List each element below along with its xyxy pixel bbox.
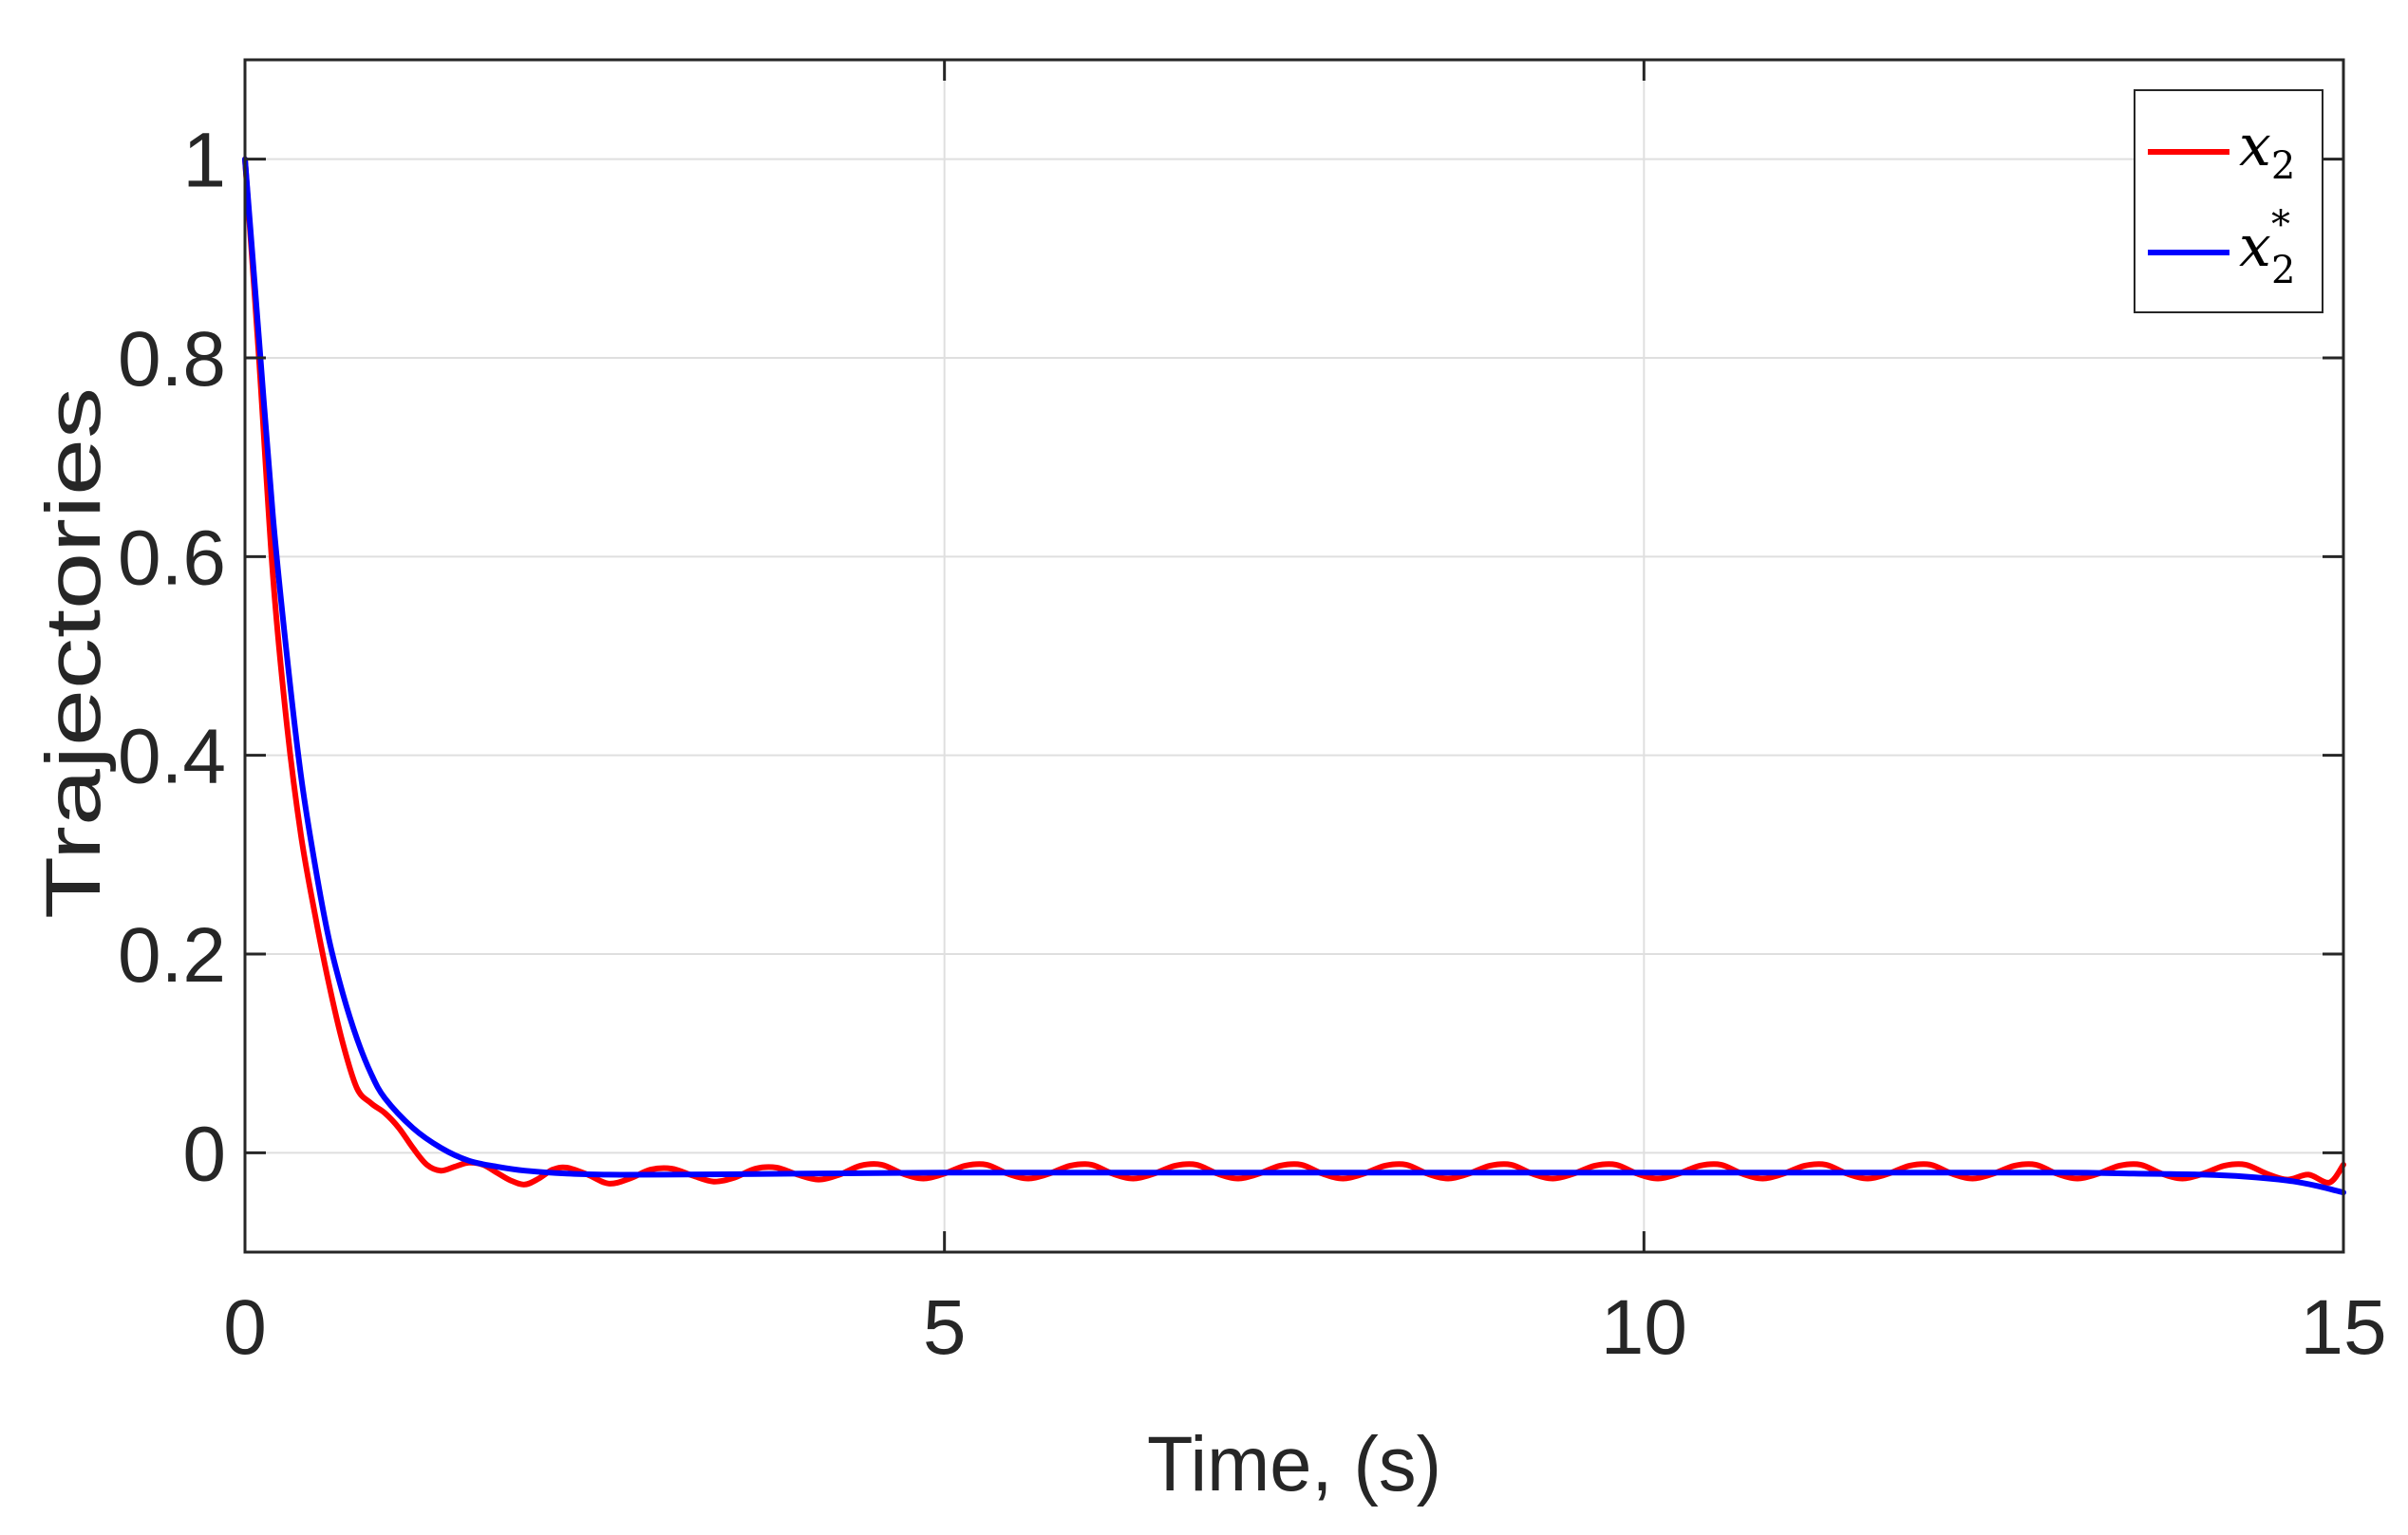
legend-label-x2-star-base: x bbox=[2239, 214, 2271, 280]
y-tick-label: 0.2 bbox=[118, 912, 226, 999]
x-tick-label: 5 bbox=[923, 1284, 967, 1371]
series-layer bbox=[242, 156, 2346, 1196]
x-tick-label: 10 bbox=[1601, 1284, 1687, 1371]
legend-box bbox=[2134, 89, 2323, 313]
ticks bbox=[243, 60, 2345, 1252]
tick-labels: 0 5 10 15 0 0.2 0.4 0.6 0.8 1 bbox=[118, 118, 2387, 1371]
y-tick-label: 0.6 bbox=[118, 515, 226, 601]
y-tick-label: 0 bbox=[182, 1111, 226, 1197]
y-axis-title: Trajectories bbox=[30, 387, 117, 919]
x-tick-label: 15 bbox=[2300, 1284, 2386, 1371]
y-tick-label: 0.8 bbox=[118, 316, 226, 402]
y-tick-label: 1 bbox=[182, 118, 226, 204]
grid bbox=[244, 60, 2344, 1252]
legend-label-x2-star-sub: 2 bbox=[2271, 249, 2295, 292]
y-tick-label: 0.4 bbox=[118, 714, 226, 800]
legend-label-x2-star-sup: * bbox=[2271, 203, 2290, 247]
series-line-x2 bbox=[242, 156, 2346, 1188]
legend-label-x2-base: x bbox=[2239, 113, 2271, 179]
legend-label-x2: x2 bbox=[2239, 113, 2295, 188]
legend-label-x2-star: x* 2 bbox=[2239, 203, 2295, 292]
x-axis-title: Time, (s) bbox=[1147, 1421, 1441, 1507]
legend: x2 x* 2 bbox=[2134, 89, 2323, 313]
series-line-x2-star bbox=[242, 156, 2346, 1196]
plot-frame bbox=[243, 58, 2345, 1254]
x-tick-label: 0 bbox=[223, 1284, 267, 1371]
legend-label-x2-sub: 2 bbox=[2271, 144, 2295, 188]
